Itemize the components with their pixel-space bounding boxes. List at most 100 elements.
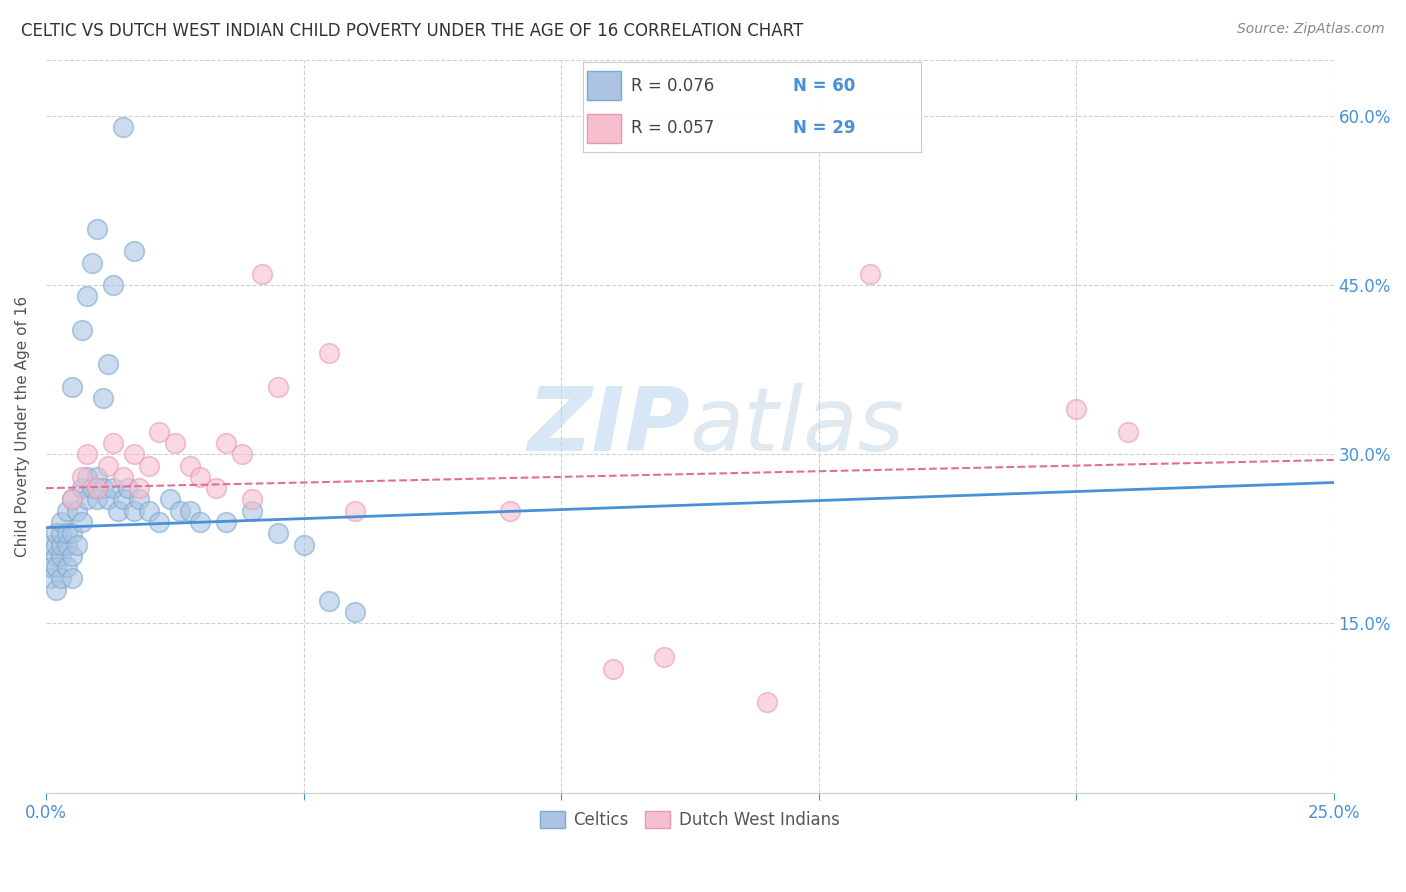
Point: [240, 492, 263, 507]
Point: [70, 515, 93, 529]
Point: [76, 470, 98, 484]
Point: [138, 458, 160, 473]
Point: [240, 504, 263, 518]
Point: [91, 481, 114, 495]
Point: [101, 436, 124, 450]
Point: [190, 515, 212, 529]
Legend: Celtics, Dutch West Indians: Celtics, Dutch West Indians: [533, 804, 846, 836]
Point: [122, 244, 145, 259]
Point: [107, 504, 129, 518]
Point: [86, 492, 108, 507]
Point: [101, 278, 124, 293]
Point: [1064, 402, 1087, 417]
Point: [51, 515, 73, 529]
Text: N = 29: N = 29: [793, 120, 855, 137]
Point: [859, 267, 882, 281]
Point: [267, 379, 290, 393]
Point: [51, 549, 73, 563]
Point: [60, 492, 83, 507]
Point: [55, 560, 77, 574]
Point: [60, 571, 83, 585]
Point: [148, 515, 170, 529]
Point: [163, 436, 186, 450]
Point: [45, 560, 67, 574]
Point: [60, 379, 83, 393]
Point: [55, 504, 77, 518]
Point: [60, 492, 83, 507]
Point: [343, 605, 366, 619]
Bar: [586, 114, 620, 143]
Point: [498, 504, 520, 518]
Point: [45, 526, 67, 541]
Point: [602, 662, 624, 676]
Point: [82, 255, 104, 269]
Point: [70, 481, 93, 495]
Y-axis label: Child Poverty Under the Age of 16: Child Poverty Under the Age of 16: [15, 295, 30, 557]
Point: [756, 695, 779, 709]
Point: [231, 447, 253, 461]
Text: ZIP: ZIP: [527, 383, 690, 469]
Point: [179, 504, 201, 518]
Point: [122, 447, 145, 461]
Point: [45, 582, 67, 597]
Point: [128, 492, 150, 507]
Point: [86, 221, 108, 235]
Point: [70, 323, 93, 337]
Point: [179, 458, 201, 473]
Text: N = 60: N = 60: [793, 77, 855, 95]
Point: [70, 470, 93, 484]
Point: [267, 526, 290, 541]
Point: [117, 481, 139, 495]
Point: [292, 537, 315, 551]
Bar: [586, 71, 620, 101]
Point: [39, 537, 62, 551]
Point: [39, 560, 62, 574]
Point: [91, 391, 114, 405]
Point: [215, 436, 238, 450]
Text: Source: ZipAtlas.com: Source: ZipAtlas.com: [1237, 22, 1385, 37]
Point: [252, 267, 274, 281]
Point: [76, 289, 98, 303]
Point: [60, 526, 83, 541]
Point: [148, 425, 170, 439]
Point: [205, 481, 228, 495]
Point: [138, 504, 160, 518]
Point: [112, 470, 135, 484]
Point: [76, 447, 98, 461]
Point: [190, 470, 212, 484]
Point: [45, 537, 67, 551]
Point: [128, 481, 150, 495]
Point: [86, 470, 108, 484]
Point: [215, 515, 238, 529]
Point: [55, 537, 77, 551]
Point: [112, 120, 135, 135]
Point: [169, 504, 191, 518]
Text: atlas: atlas: [690, 384, 904, 469]
Point: [97, 357, 120, 371]
Point: [51, 571, 73, 585]
Text: CELTIC VS DUTCH WEST INDIAN CHILD POVERTY UNDER THE AGE OF 16 CORRELATION CHART: CELTIC VS DUTCH WEST INDIAN CHILD POVERT…: [21, 22, 803, 40]
Point: [51, 537, 73, 551]
Point: [652, 650, 675, 665]
Point: [318, 346, 340, 360]
Point: [97, 458, 120, 473]
Point: [39, 571, 62, 585]
Point: [66, 504, 89, 518]
Point: [112, 492, 135, 507]
Point: [82, 481, 104, 495]
Point: [343, 504, 366, 518]
Point: [97, 492, 120, 507]
Point: [60, 549, 83, 563]
Point: [51, 526, 73, 541]
Point: [1116, 425, 1139, 439]
Text: R = 0.057: R = 0.057: [631, 120, 714, 137]
Point: [318, 594, 340, 608]
Point: [159, 492, 181, 507]
Text: R = 0.076: R = 0.076: [631, 77, 714, 95]
Point: [86, 481, 108, 495]
Point: [55, 526, 77, 541]
Point: [76, 492, 98, 507]
Point: [101, 481, 124, 495]
Point: [122, 504, 145, 518]
Point: [66, 537, 89, 551]
